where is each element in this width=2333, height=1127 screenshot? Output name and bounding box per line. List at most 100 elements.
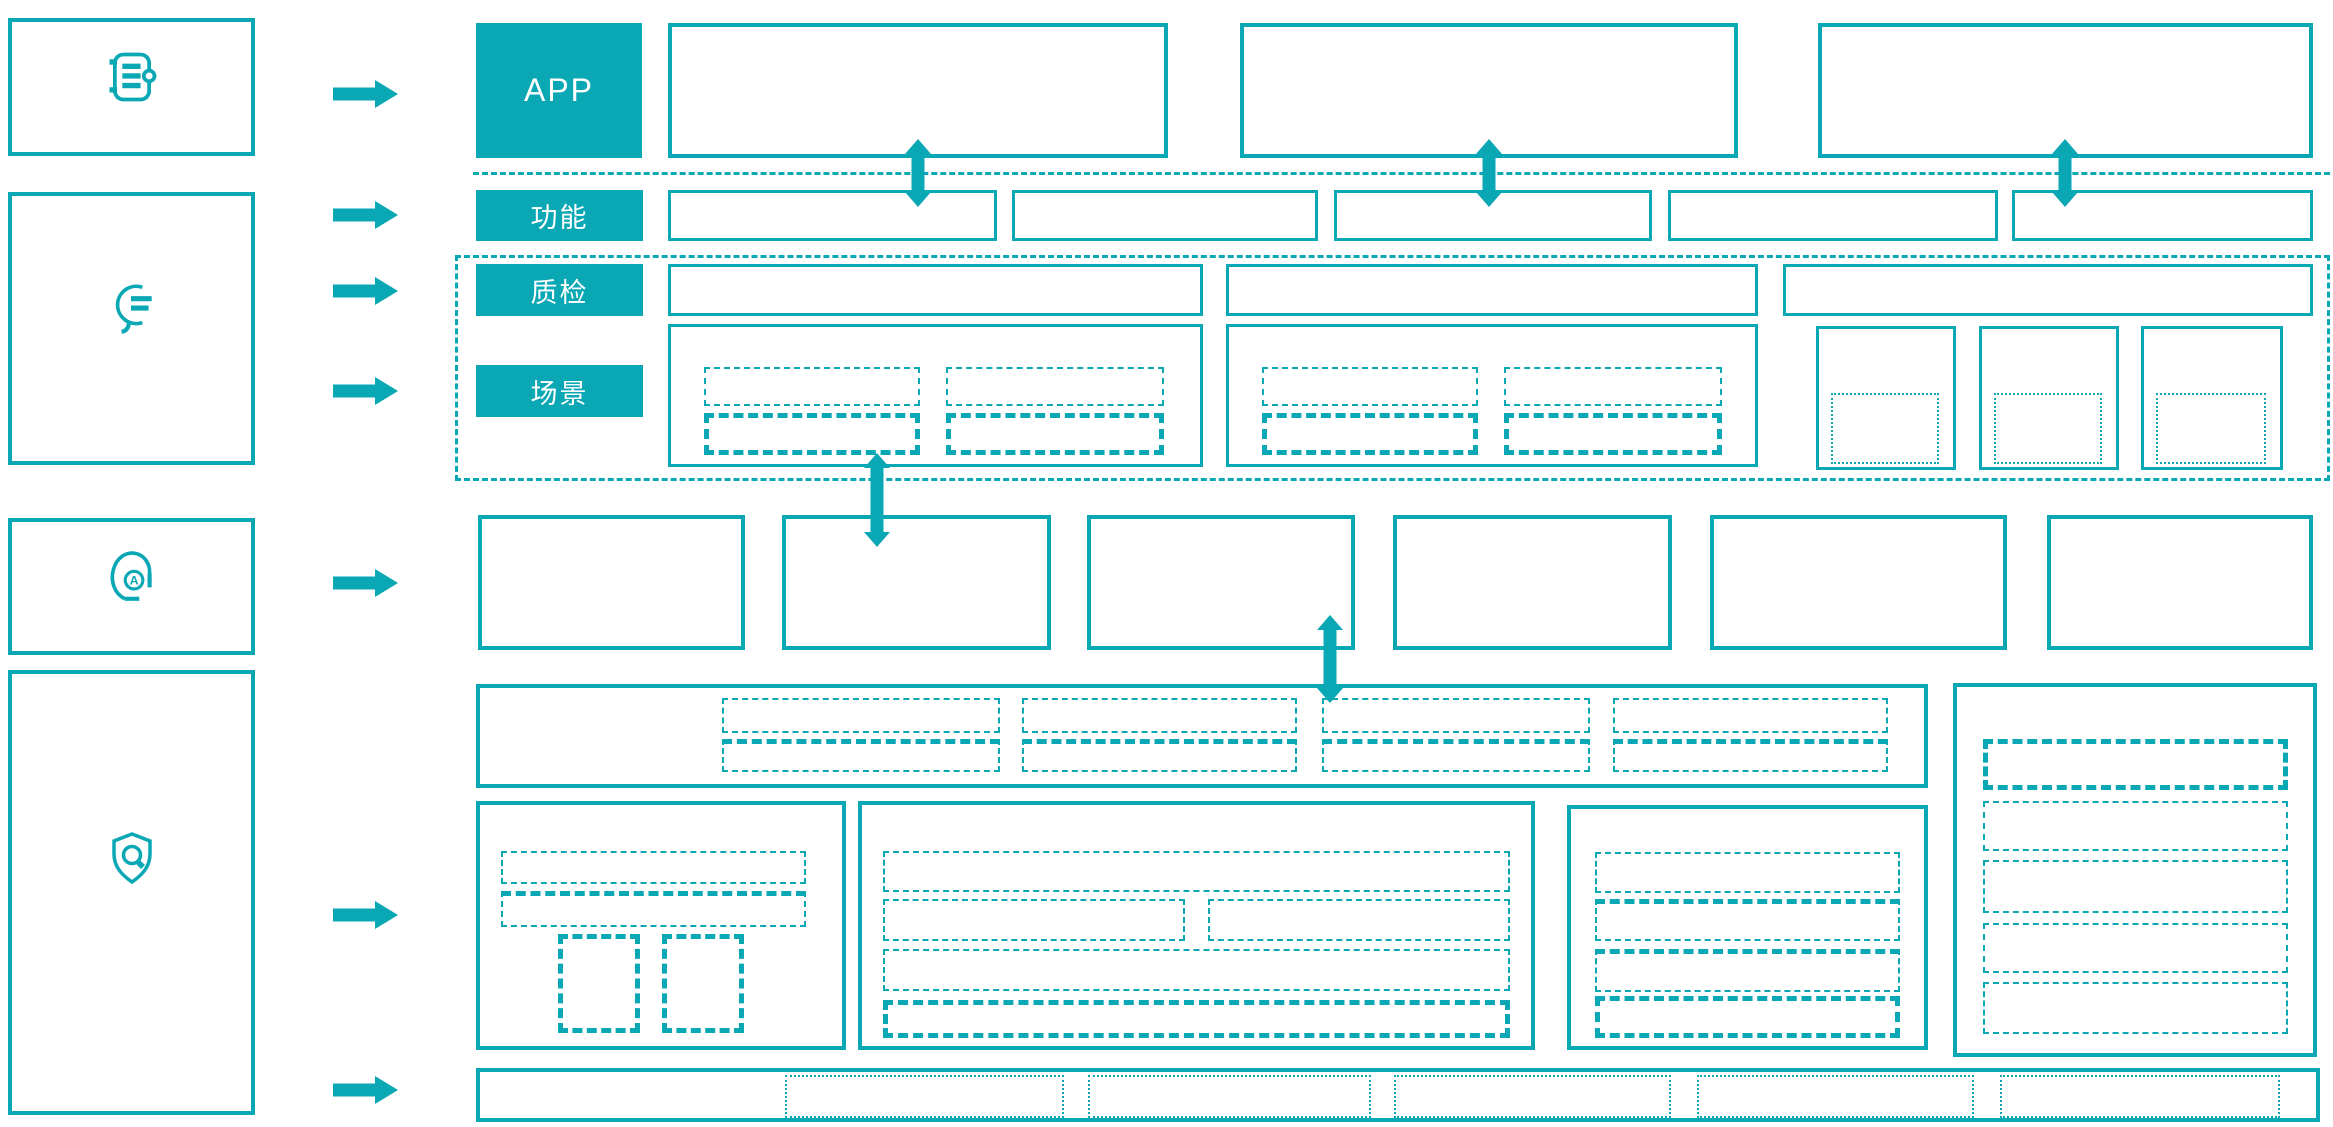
pillar-box-5 (1710, 515, 2007, 650)
flow-arrow-right (333, 277, 398, 305)
placeholder-dotted (1697, 1075, 1974, 1118)
ai-head-icon: A (103, 546, 161, 606)
app-row-box-2 (1240, 23, 1738, 158)
arrow-shaft (333, 284, 376, 298)
app-label-box-text: APP (523, 72, 595, 108)
function-label-box-text: 功能 (530, 203, 589, 233)
scene-label-box-text: 场景 (530, 378, 589, 409)
placeholder-row (1262, 367, 1478, 406)
link-arrow-vertical (1317, 615, 1343, 703)
placeholder-row (1613, 698, 1888, 733)
placeholder-row (722, 698, 1000, 733)
function-label-box: 功能 (476, 190, 643, 241)
quality-label-box: 质检 (476, 264, 643, 316)
placeholder-block-heavy (946, 413, 1164, 455)
arrow-head (1476, 139, 1502, 154)
flow-arrow-right (333, 201, 398, 229)
placeholder-block-heavy (883, 1000, 1510, 1038)
flow-arrow-right (333, 1076, 398, 1104)
placeholder-row (883, 949, 1510, 991)
placeholder-row (946, 367, 1164, 406)
placeholder-row (1022, 698, 1297, 733)
data-source-panel (8, 18, 255, 156)
scene-group-box-1 (668, 324, 1203, 467)
placeholder-row (501, 851, 806, 884)
pillar-box-4 (1393, 515, 1672, 650)
scene-small-box-3 (2141, 326, 2283, 470)
arrow-shaft (1482, 149, 1496, 197)
arrow-shaft (2058, 149, 2072, 197)
scene-group-box-2 (1226, 324, 1758, 467)
placeholder-row (1983, 923, 2288, 973)
app-row-box-1 (668, 23, 1168, 158)
ai-engine-panel: A (8, 518, 255, 655)
footer-strip-box (476, 1068, 2320, 1122)
placeholder-dotted (1831, 393, 1939, 464)
placeholder-row (704, 367, 920, 406)
placeholder-row-thick (1322, 739, 1590, 772)
quality-label-box-text: 质检 (530, 277, 589, 308)
placeholder-row (1322, 698, 1590, 733)
scene-small-box-2 (1979, 326, 2119, 470)
placeholder-row-thick (1595, 949, 1900, 992)
link-arrow-vertical (905, 139, 931, 207)
pillar-box-3 (1087, 515, 1355, 650)
arrow-head (1476, 192, 1502, 207)
arrow-head (905, 192, 931, 207)
svg-text:A: A (129, 573, 138, 587)
shield-q-icon (104, 828, 160, 888)
placeholder-row (1983, 982, 2288, 1034)
arrow-shaft (333, 208, 376, 222)
pillar-box-1 (478, 515, 745, 650)
placeholder-block-heavy (704, 413, 920, 455)
placeholder-row (1595, 852, 1900, 893)
placeholder-block-heavy (1983, 739, 2288, 790)
pillar-box-2 (782, 515, 1051, 650)
ledger-icon (101, 47, 163, 107)
placeholder-block-heavy (1262, 413, 1478, 455)
placeholder-dotted (2000, 1075, 2280, 1118)
flow-arrow-right (333, 901, 398, 929)
arrow-head (375, 1076, 398, 1104)
scene-label-box: 场景 (476, 365, 643, 417)
arrow-shaft (911, 149, 925, 197)
link-arrow-vertical (1476, 139, 1502, 207)
quality-shield-panel (8, 670, 255, 1115)
arrow-head (2052, 192, 2078, 207)
placeholder-block-heavy (1595, 996, 1900, 1038)
arrow-head (375, 80, 398, 108)
placeholder-row (1983, 860, 2288, 913)
placeholder-row (1983, 801, 2288, 851)
flow-arrow-right (333, 569, 398, 597)
scene-small-box-1 (1816, 326, 1956, 470)
placeholder-row (1504, 367, 1722, 406)
arrow-head (1317, 615, 1343, 630)
flow-arrow-right (333, 377, 398, 405)
arrow-head (864, 453, 890, 468)
arrow-shaft (333, 576, 376, 590)
function-row-box-2 (1012, 190, 1318, 241)
placeholder-row (883, 899, 1185, 941)
arrow-shaft (333, 87, 376, 101)
placeholder-dotted (1994, 393, 2102, 464)
detail-right-box (1567, 805, 1928, 1050)
placeholder-dotted (785, 1075, 1064, 1118)
placeholder-dotted (2156, 393, 2266, 464)
app-label-box: APP (476, 23, 642, 158)
app-row-box-3 (1818, 23, 2313, 158)
arrow-shaft (870, 463, 884, 537)
voice-head-icon (103, 277, 161, 337)
flow-arrow-right (333, 80, 398, 108)
arrow-head (905, 139, 931, 154)
arrow-head (375, 201, 398, 229)
placeholder-dotted (1394, 1075, 1671, 1118)
detail-middle-box (858, 801, 1535, 1050)
placeholder-row-thick (1613, 739, 1888, 772)
arrow-head (375, 901, 398, 929)
placeholder-block-heavy (662, 934, 744, 1033)
placeholder-dotted (1088, 1075, 1371, 1118)
placeholder-block-heavy (558, 934, 640, 1033)
placeholder-row (883, 851, 1510, 892)
arrow-shaft (333, 384, 376, 398)
arrow-head (2052, 139, 2078, 154)
